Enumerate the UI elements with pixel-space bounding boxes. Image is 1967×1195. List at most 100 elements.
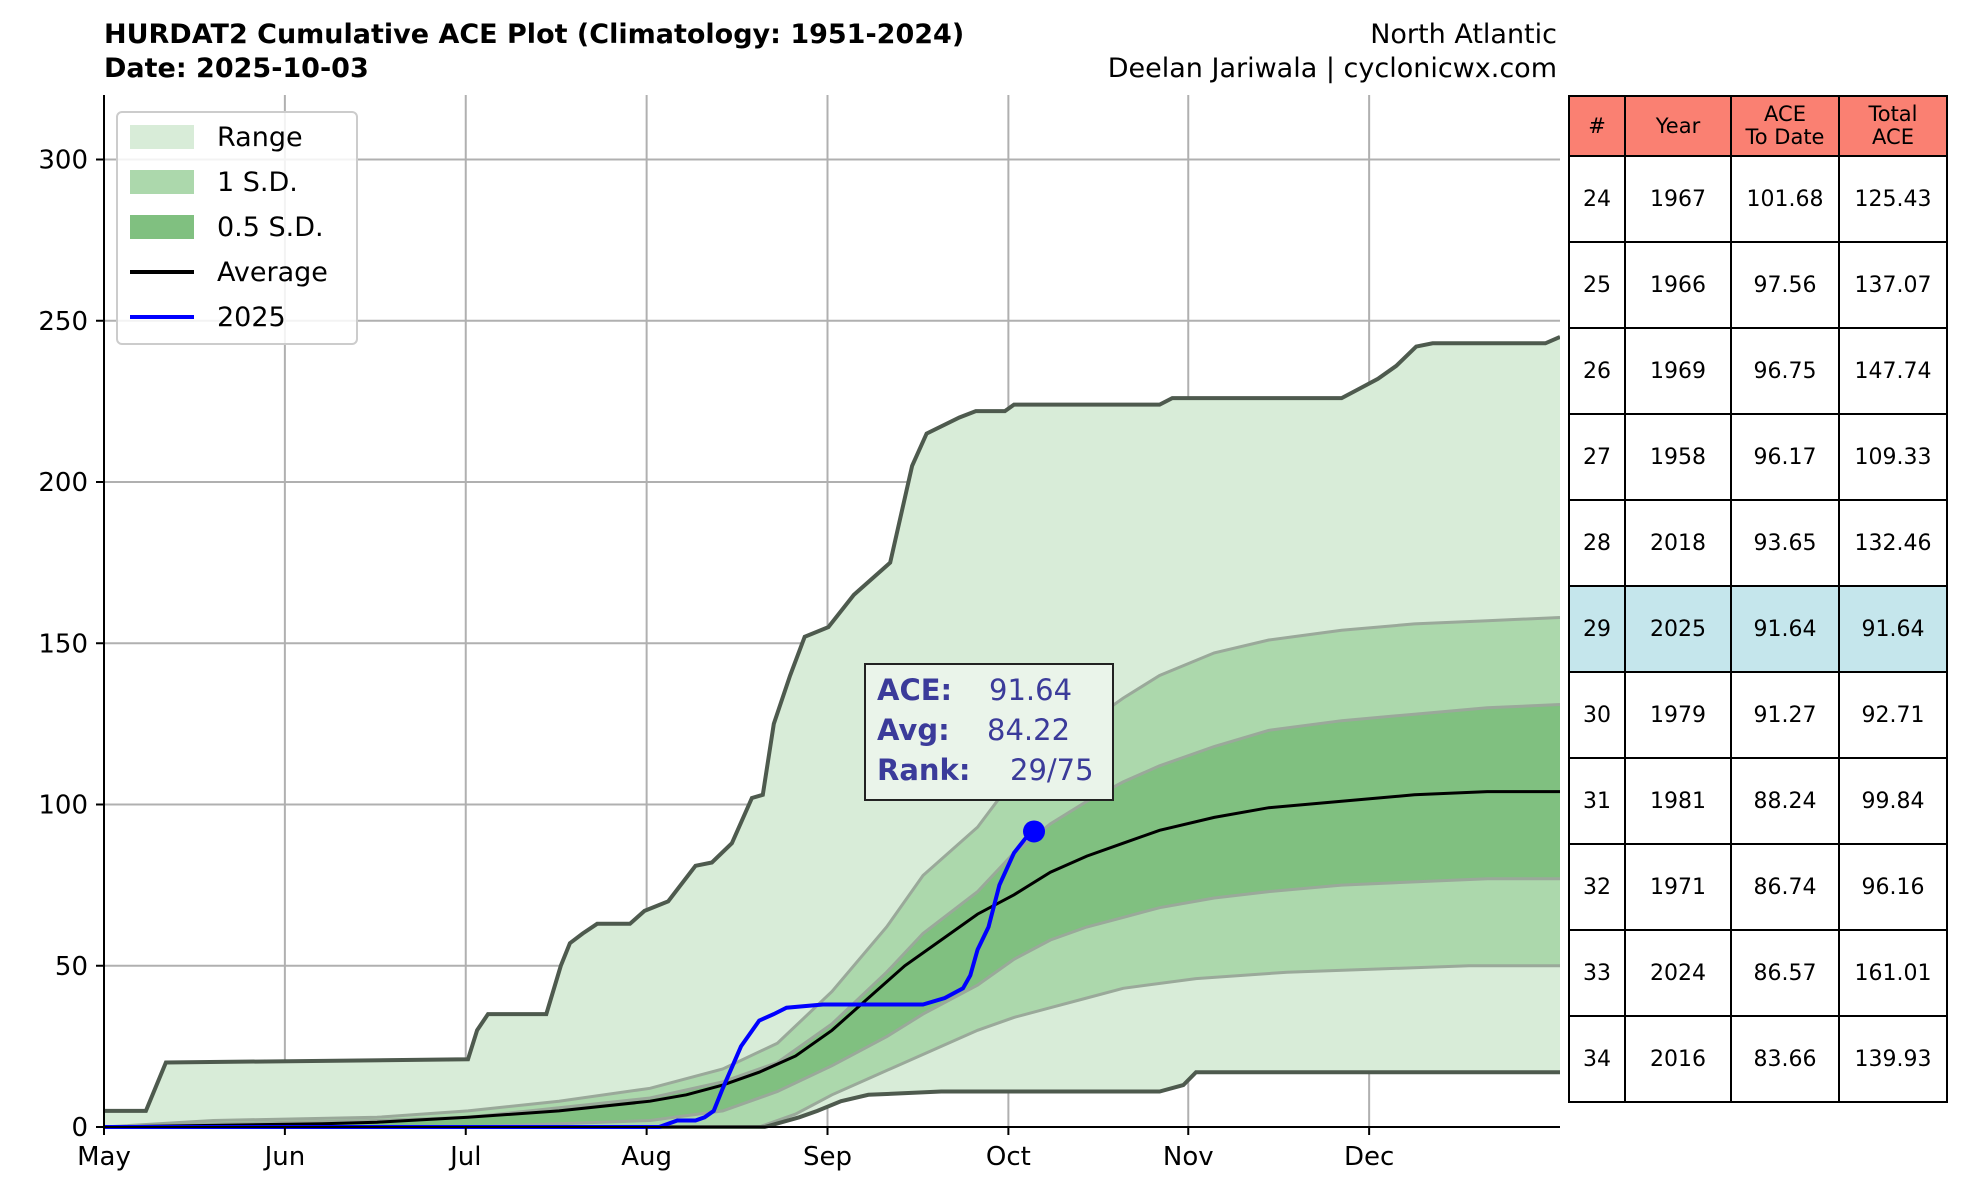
table-cell: 88.24 bbox=[1730, 757, 1840, 845]
ace-chart: 0 50 100 150 200 250 300 May Jun Jul Aug Sep Oct Nov… bbox=[38, 95, 1560, 1172]
legend: Range 1 S.D. 0.5 S.D. Average 2025 bbox=[116, 111, 358, 345]
rank-table: # Year ACE To Date Total ACE 24 1967 101.6… bbox=[1568, 95, 1948, 1103]
table-cell: 86.74 bbox=[1730, 843, 1840, 931]
table-cell: 96.17 bbox=[1730, 413, 1840, 501]
legend-label: Average bbox=[217, 257, 328, 288]
table-row: 24 1967 101.68 125.43 bbox=[1568, 155, 1948, 243]
table-row: 30 1979 91.27 92.71 bbox=[1568, 671, 1948, 759]
table-cell: 1966 bbox=[1624, 241, 1732, 329]
y-tick-label: 250 bbox=[38, 307, 88, 337]
sd1-lower-line bbox=[104, 964, 1560, 1129]
annotation-rank-value: 29/75 bbox=[1010, 753, 1094, 787]
average-line bbox=[103, 790, 1560, 1129]
table-cell: 86.57 bbox=[1730, 929, 1840, 1017]
current-season-line bbox=[104, 829, 1036, 1129]
x-tick-label: Jun bbox=[263, 1142, 306, 1172]
table-row: 34 2016 83.66 139.93 bbox=[1568, 1015, 1948, 1103]
sd1-band bbox=[104, 617, 1560, 1127]
table-cell: 91.27 bbox=[1730, 671, 1840, 759]
legend-swatch-sd05 bbox=[130, 215, 194, 239]
table-cell: 1971 bbox=[1624, 843, 1732, 931]
table-header-cell: Total ACE bbox=[1838, 95, 1948, 157]
y-axis: 0 50 100 150 200 250 300 bbox=[38, 95, 105, 1143]
table-cell: 2016 bbox=[1624, 1015, 1732, 1103]
table-cell: 1981 bbox=[1624, 757, 1732, 845]
x-tick-label: May bbox=[77, 1142, 131, 1172]
x-tick-label: Nov bbox=[1163, 1142, 1214, 1172]
legend-label: Range bbox=[217, 122, 303, 153]
x-tick-label: Aug bbox=[621, 1142, 672, 1172]
table-row: 25 1966 97.56 137.07 bbox=[1568, 241, 1948, 329]
table-cell: 31 bbox=[1568, 757, 1626, 845]
table-cell: 91.64 bbox=[1838, 585, 1948, 673]
table-cell: 2024 bbox=[1624, 929, 1732, 1017]
table-cell: 1958 bbox=[1624, 413, 1732, 501]
table-cell: 91.64 bbox=[1730, 585, 1840, 673]
table-cell: 1979 bbox=[1624, 671, 1732, 759]
table-cell: 2018 bbox=[1624, 499, 1732, 587]
table-cell: 1967 bbox=[1624, 155, 1732, 243]
axes: 0 50 100 150 200 250 300 May Jun Jul Aug Sep Oct Nov… bbox=[38, 95, 1560, 1172]
chart-title-block: HURDAT2 Cumulative ACE Plot (Climatology… bbox=[104, 18, 964, 86]
table-cell: 96.16 bbox=[1838, 843, 1948, 931]
x-tick-label: Jul bbox=[448, 1142, 481, 1172]
table-cell: 101.68 bbox=[1730, 155, 1840, 243]
table-row: 27 1958 96.17 109.33 bbox=[1568, 413, 1948, 501]
x-tick-label: Oct bbox=[986, 1142, 1031, 1172]
y-tick-label: 100 bbox=[38, 791, 88, 821]
table-cell: 99.84 bbox=[1838, 757, 1948, 845]
annotation-ace-value: 91.64 bbox=[989, 673, 1072, 707]
sd05-upper-line bbox=[103, 703, 1560, 1129]
y-tick-label: 0 bbox=[71, 1113, 88, 1143]
table-row: 32 1971 86.74 96.16 bbox=[1568, 843, 1948, 931]
sd1-upper-line bbox=[103, 616, 1560, 1129]
chart-date: Date: 2025-10-03 bbox=[104, 53, 369, 84]
table-cell: 24 bbox=[1568, 155, 1626, 243]
annotation-avg-label: Avg: bbox=[877, 713, 950, 747]
annotation-ace-label: ACE: bbox=[877, 673, 952, 707]
area-bands bbox=[104, 336, 1560, 1127]
y-tick-label: 200 bbox=[38, 468, 88, 498]
x-tick-label: Dec bbox=[1344, 1142, 1394, 1172]
annotation-avg-value: 84.22 bbox=[987, 713, 1070, 747]
range-min-line bbox=[104, 1070, 1560, 1129]
stats-annotation: ACE: 91.64 Avg: 84.22 Rank: 29/75 bbox=[864, 663, 1114, 801]
current-value-point bbox=[1023, 820, 1046, 843]
table-cell: 132.46 bbox=[1838, 499, 1948, 587]
table-header-row: # Year ACE To Date Total ACE bbox=[1568, 95, 1948, 157]
legend-label: 2025 bbox=[217, 302, 286, 333]
table-cell: 96.75 bbox=[1730, 327, 1840, 415]
table-row: 28 2018 93.65 132.46 bbox=[1568, 499, 1948, 587]
range-max-line bbox=[104, 335, 1560, 1113]
table-cell: 1969 bbox=[1624, 327, 1732, 415]
legend-label: 1 S.D. bbox=[217, 167, 298, 198]
annotation-box bbox=[864, 663, 1114, 801]
table-cell: 97.56 bbox=[1730, 241, 1840, 329]
table-cell: 139.93 bbox=[1838, 1015, 1948, 1103]
sd05-band bbox=[104, 704, 1560, 1127]
table-cell: 2025 bbox=[1624, 585, 1732, 673]
table-cell: 32 bbox=[1568, 843, 1626, 931]
y-tick-label: 50 bbox=[55, 952, 88, 982]
table-cell: 33 bbox=[1568, 929, 1626, 1017]
series-lines bbox=[103, 335, 1560, 1129]
table-cell: 147.74 bbox=[1838, 327, 1948, 415]
table-cell: 125.43 bbox=[1838, 155, 1948, 243]
table-row: 26 1969 96.75 147.74 bbox=[1568, 327, 1948, 415]
table-cell: 109.33 bbox=[1838, 413, 1948, 501]
table-header-cell: # bbox=[1568, 95, 1626, 157]
table-row: 31 1981 88.24 99.84 bbox=[1568, 757, 1948, 845]
table-cell: 93.65 bbox=[1730, 499, 1840, 587]
sd05-lower-line bbox=[104, 877, 1560, 1129]
table-cell: 25 bbox=[1568, 241, 1626, 329]
chart-credit-block: North Atlantic Deelan Jariwala | cycloni… bbox=[1108, 18, 1557, 86]
table-row: 33 2024 86.57 161.01 bbox=[1568, 929, 1948, 1017]
table-cell: 26 bbox=[1568, 327, 1626, 415]
legend-label: 0.5 S.D. bbox=[217, 212, 324, 243]
table-header-cell: ACE To Date bbox=[1730, 95, 1840, 157]
credit-label: Deelan Jariwala | cyclonicwx.com bbox=[1107, 53, 1557, 84]
table-cell: 161.01 bbox=[1838, 929, 1948, 1017]
table-cell: 137.07 bbox=[1838, 241, 1948, 329]
table-row: 29 2025 91.64 91.64 bbox=[1568, 585, 1948, 673]
table-header-cell: Year bbox=[1624, 95, 1732, 157]
